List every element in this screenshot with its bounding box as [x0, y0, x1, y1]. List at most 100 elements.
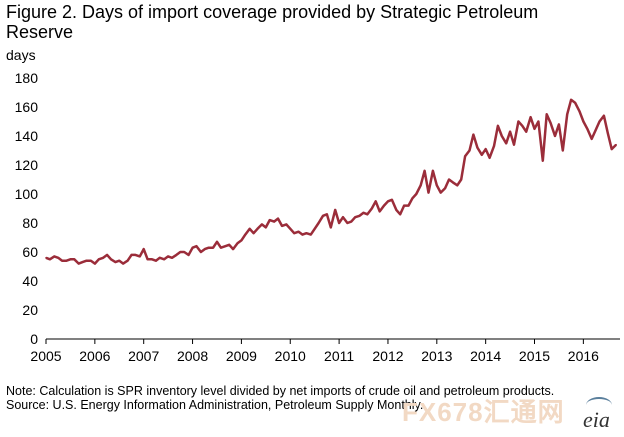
- data-point: [114, 261, 117, 263]
- data-point: [472, 133, 475, 136]
- x-tick-label: 2005: [30, 348, 61, 364]
- data-point: [57, 257, 59, 259]
- data-point: [305, 232, 308, 234]
- data-point: [220, 246, 222, 249]
- data-point: [476, 146, 479, 149]
- data-point: [77, 262, 80, 265]
- data-point: [216, 241, 218, 243]
- data-point: [183, 251, 185, 253]
- series-line: [45, 98, 617, 265]
- data-point: [484, 148, 487, 150]
- data-point: [139, 255, 141, 258]
- data-point: [268, 219, 271, 221]
- data-point: [610, 148, 613, 150]
- data-point: [399, 213, 402, 216]
- y-tick-label: 180: [15, 70, 39, 86]
- x-tick-label: 2010: [275, 348, 306, 364]
- data-point: [110, 258, 112, 261]
- data-point: [578, 110, 581, 113]
- data-point: [73, 258, 76, 261]
- data-point: [594, 129, 597, 131]
- data-point: [586, 128, 589, 130]
- x-tick-label: 2014: [470, 348, 501, 364]
- data-point: [167, 255, 169, 258]
- data-point: [615, 143, 617, 146]
- data-point: [529, 116, 532, 118]
- data-point: [261, 223, 263, 226]
- data-point: [317, 222, 320, 224]
- x-tick-label: 2006: [79, 348, 110, 364]
- x-tick-label: 2011: [324, 348, 354, 364]
- data-point: [427, 191, 430, 194]
- data-point: [468, 149, 471, 152]
- x-tick-label: 2009: [226, 348, 257, 364]
- data-point: [436, 184, 438, 187]
- source-text: Source: U.S. Energy Information Administ…: [6, 398, 424, 412]
- data-point: [342, 216, 344, 218]
- data-point: [273, 220, 275, 223]
- data-point: [146, 258, 149, 261]
- data-point: [81, 261, 84, 263]
- data-point: [49, 258, 51, 261]
- x-axis: 2005 2006 2007 2008 2009 2010 2011 2012 2013 2014…: [30, 339, 599, 364]
- data-point: [126, 259, 129, 262]
- data-point: [513, 143, 515, 146]
- data-point: [330, 226, 332, 229]
- data-point: [448, 178, 450, 181]
- data-point: [554, 135, 556, 137]
- data-point: [497, 125, 499, 127]
- y-tick-label: 40: [22, 273, 38, 289]
- data-point: [350, 220, 353, 223]
- data-point: [236, 242, 239, 245]
- data-point: [456, 184, 459, 187]
- data-point: [326, 213, 328, 216]
- data-point: [179, 251, 182, 253]
- y-tick-label: 120: [15, 157, 39, 173]
- x-tick-label: 2013: [421, 348, 452, 364]
- data-point: [444, 187, 446, 189]
- y-axis: 0 20 40 60 80 100 120 140 160 180: [15, 70, 39, 347]
- data-point: [603, 114, 605, 117]
- data-point: [212, 246, 214, 249]
- data-point: [175, 254, 178, 256]
- data-point: [85, 259, 88, 262]
- data-point: [362, 212, 365, 214]
- data-point: [142, 248, 145, 250]
- data-point: [204, 248, 206, 250]
- x-tick-label: 2015: [519, 348, 550, 364]
- data-point: [310, 233, 312, 236]
- data-point: [452, 181, 454, 184]
- data-point: [493, 145, 495, 147]
- data-point: [354, 216, 357, 218]
- data-point: [505, 142, 508, 145]
- data-point: [171, 257, 173, 259]
- y-tick-label: 160: [15, 99, 39, 115]
- data-point: [191, 246, 194, 249]
- data-point: [387, 200, 389, 203]
- data-point: [285, 223, 288, 226]
- data-point: [195, 245, 198, 247]
- data-point: [366, 213, 369, 216]
- data-point: [501, 135, 503, 137]
- data-point: [378, 210, 381, 213]
- data-point: [134, 254, 137, 256]
- data-point: [277, 217, 279, 220]
- data-point: [391, 199, 393, 201]
- data-points: [45, 99, 617, 265]
- data-point: [338, 222, 340, 224]
- data-point: [122, 262, 124, 265]
- data-point: [570, 99, 572, 101]
- data-point: [313, 228, 316, 230]
- data-point: [265, 226, 267, 229]
- y-tick-label: 100: [15, 186, 39, 202]
- data-point: [53, 255, 56, 258]
- data-point: [256, 228, 259, 230]
- data-point: [460, 178, 463, 181]
- data-point: [607, 132, 609, 134]
- data-point: [521, 125, 524, 127]
- data-point: [439, 191, 442, 194]
- data-point: [102, 257, 104, 259]
- data-point: [464, 155, 466, 158]
- data-point: [598, 120, 601, 123]
